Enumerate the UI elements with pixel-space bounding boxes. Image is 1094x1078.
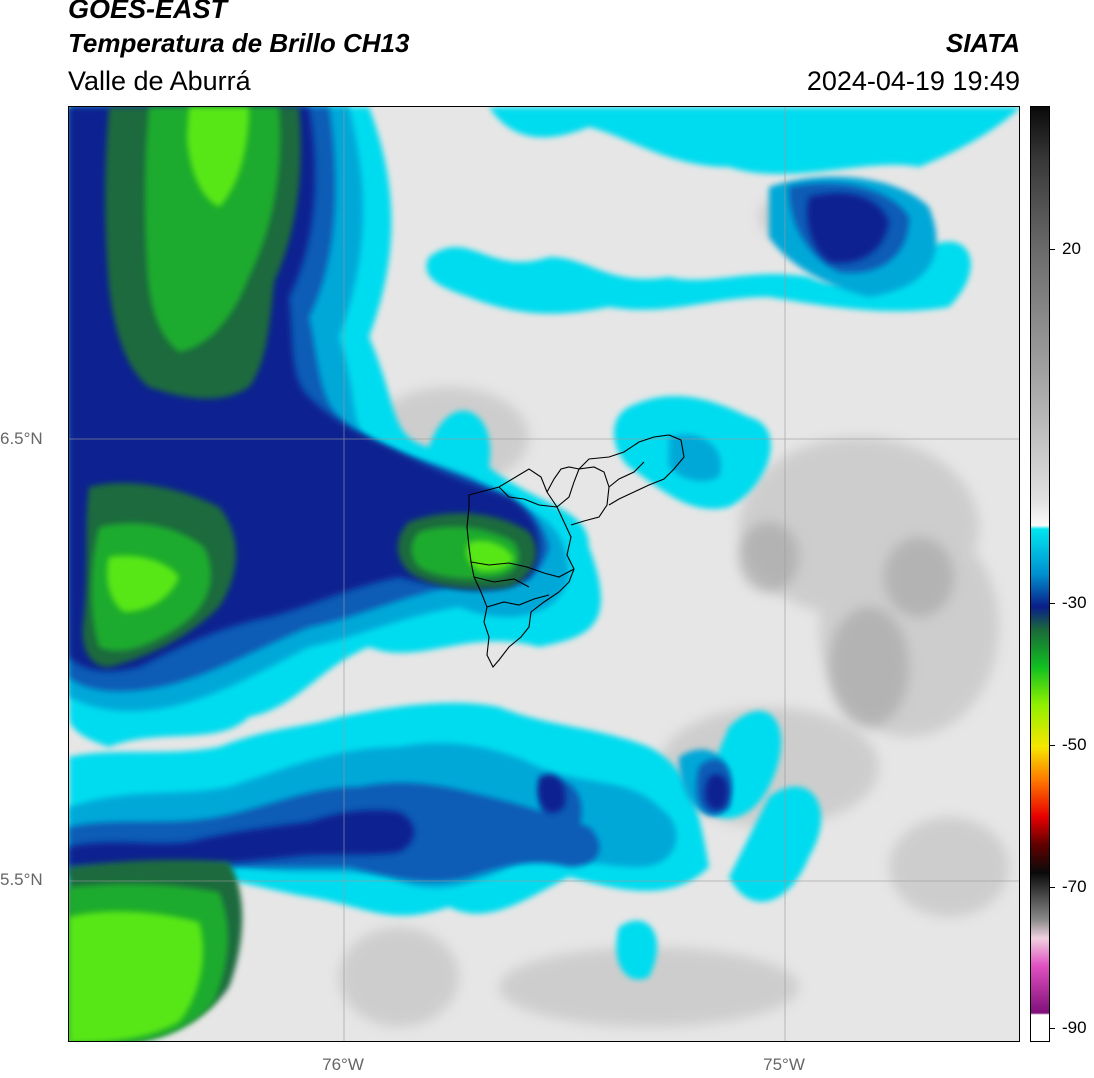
region-label: Valle de Aburrá xyxy=(68,66,251,96)
colorbar-tick-minus50 xyxy=(1050,745,1055,746)
lat-label-5-5: 5.5°N xyxy=(0,870,43,889)
brightness-temperature-field xyxy=(69,107,1019,1041)
colorbar-gradient xyxy=(1031,107,1049,1041)
temperature-colorbar xyxy=(1030,106,1050,1042)
lat-label-6-5: 6.5°N xyxy=(0,429,43,448)
lon-label-76w: 76°W xyxy=(322,1055,364,1074)
cloud-layer-bright-green xyxy=(69,107,514,1041)
map-subtitle: Temperatura de Brillo CH13 xyxy=(68,28,410,58)
timestamp-label: 2024-04-19 19:49 xyxy=(806,66,1020,96)
colorbar-label-minus70: -70 xyxy=(1062,877,1087,896)
colorbar-label-20: 20 xyxy=(1062,239,1081,258)
satellite-map[interactable] xyxy=(68,106,1020,1042)
organization-label: SIATA xyxy=(945,28,1020,58)
colorbar-label-minus90: -90 xyxy=(1062,1018,1087,1037)
colorbar-tick-minus70 xyxy=(1050,887,1055,888)
map-title: GOES-EAST xyxy=(68,0,228,24)
graticule xyxy=(69,107,1019,1041)
colorbar-tick-minus30 xyxy=(1050,603,1055,604)
colorbar-tick-minus90 xyxy=(1050,1028,1055,1029)
warm-texture-dark xyxy=(739,522,954,727)
colorbar-tick-20 xyxy=(1050,249,1055,250)
colorbar-label-minus50: -50 xyxy=(1062,735,1087,754)
municipal-boundaries xyxy=(466,434,685,668)
lon-label-75w: 75°W xyxy=(763,1055,805,1074)
colorbar-label-minus30: -30 xyxy=(1062,593,1087,612)
